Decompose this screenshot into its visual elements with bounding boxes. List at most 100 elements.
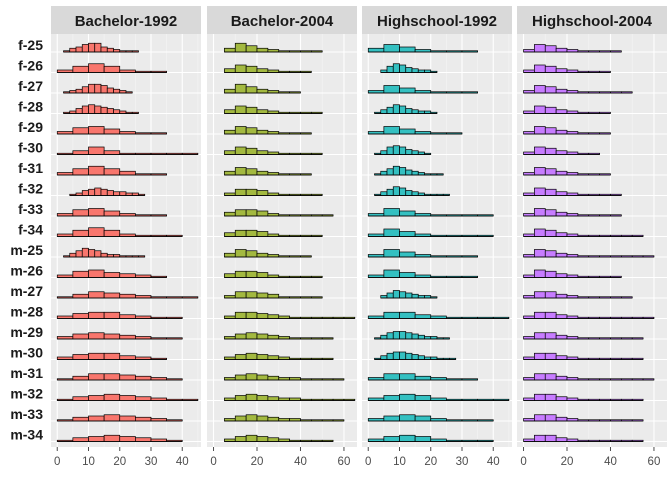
histogram-bar [119, 170, 136, 176]
histogram-bar [88, 165, 105, 176]
histogram-bar [534, 44, 546, 53]
histogram-f-29 [224, 126, 312, 135]
histogram-bar [534, 228, 546, 237]
histogram-f-33 [523, 208, 622, 217]
histogram-bar [88, 188, 96, 196]
histogram-f-25 [367, 44, 478, 53]
row-label-m-29: m-29 [10, 324, 43, 340]
histogram-bar [72, 354, 89, 360]
histogram-f-34 [367, 228, 494, 237]
histogram-bar [399, 64, 407, 73]
row-label-m-30: m-30 [10, 345, 43, 361]
histogram-bar [135, 437, 152, 442]
histogram-f-28 [374, 104, 438, 114]
histogram-bar [555, 191, 568, 196]
histogram-bar [245, 332, 258, 340]
histogram-bar [81, 105, 89, 114]
histogram-m-25 [523, 249, 655, 258]
histogram-bar [88, 373, 105, 381]
histogram-bar [245, 270, 258, 278]
histogram-bar [72, 437, 89, 442]
row-label-f-31: f-31 [18, 160, 43, 176]
histogram-bar [103, 311, 121, 319]
histogram-m-26 [224, 270, 323, 278]
x-tick-label: 0 [54, 456, 60, 468]
histogram-bar [411, 354, 419, 360]
histogram-m-26 [367, 269, 478, 278]
histogram-bar [72, 313, 89, 319]
histogram-bar [555, 88, 568, 94]
histogram-bar [555, 334, 568, 340]
histogram-bar [72, 293, 89, 299]
histogram-bar [405, 190, 413, 196]
histogram-bar [544, 127, 557, 135]
histogram-bar [81, 190, 89, 196]
histogram-bar [234, 436, 247, 442]
histogram-bar [256, 313, 269, 319]
histogram-m-28 [56, 311, 183, 319]
histogram-m-25 [224, 249, 312, 258]
row-label-f-27: f-27 [18, 78, 43, 94]
histogram-f-31 [374, 165, 444, 176]
histogram-bar [405, 67, 413, 73]
histogram-bar [411, 333, 419, 340]
histogram-m-27 [224, 291, 323, 299]
histogram-bar [383, 228, 400, 237]
histogram-bar [88, 146, 105, 155]
histogram-bar [103, 352, 121, 360]
histogram-bar [88, 415, 105, 422]
histogram-bar [103, 168, 121, 176]
panel-background [517, 34, 667, 447]
histogram-bar [103, 210, 121, 217]
histogram-f-25 [63, 42, 139, 53]
histogram-bar [75, 108, 83, 114]
histogram-bar [405, 108, 413, 114]
histogram-bar [75, 250, 83, 258]
histogram-f-33 [367, 208, 494, 217]
histogram-bar [534, 373, 546, 381]
histogram-bar [103, 333, 121, 340]
histogram-bar [399, 187, 407, 196]
histogram-bar [245, 147, 258, 155]
histogram-bar [94, 250, 102, 258]
histogram-bar [113, 109, 121, 114]
histogram-bar [555, 314, 568, 319]
histogram-bar [386, 292, 394, 299]
histogram-bar [88, 42, 96, 53]
histogram-bar [555, 129, 568, 135]
histogram-bar [224, 129, 236, 135]
histogram-bar [72, 150, 89, 155]
histogram-bar [544, 434, 557, 442]
histogram-bar [399, 331, 407, 340]
histogram-bar [256, 109, 269, 114]
histogram-bar [411, 68, 419, 73]
histogram-m-28 [523, 311, 655, 319]
histogram-f-28 [224, 105, 323, 114]
histogram-bar [72, 209, 89, 217]
histogram-bar [399, 146, 407, 155]
histogram-bar [555, 355, 568, 360]
histogram-bar [256, 47, 269, 53]
histogram-bar [119, 273, 136, 278]
histogram-bar [405, 352, 413, 360]
histogram-bar [555, 396, 568, 401]
histogram-bar [256, 374, 269, 381]
histogram-m-33 [367, 414, 494, 422]
histogram-bar [81, 86, 89, 94]
histogram-bar [224, 273, 236, 278]
histogram-bar [106, 47, 114, 53]
histogram-m-31 [224, 373, 345, 381]
panel-background [362, 34, 512, 447]
histogram-bar [103, 128, 121, 135]
histogram-bar [534, 85, 546, 94]
histogram-bar [234, 249, 247, 258]
histogram-bar [119, 415, 136, 422]
histogram-bar [245, 291, 258, 299]
histogram-bar [380, 355, 388, 360]
x-tick-label: 40 [487, 456, 500, 468]
x-tick-label: 0 [365, 456, 371, 468]
histogram-bar [72, 270, 89, 278]
histogram-bar [94, 83, 102, 94]
histogram-bar [88, 126, 105, 135]
histogram-m-25 [367, 249, 478, 258]
